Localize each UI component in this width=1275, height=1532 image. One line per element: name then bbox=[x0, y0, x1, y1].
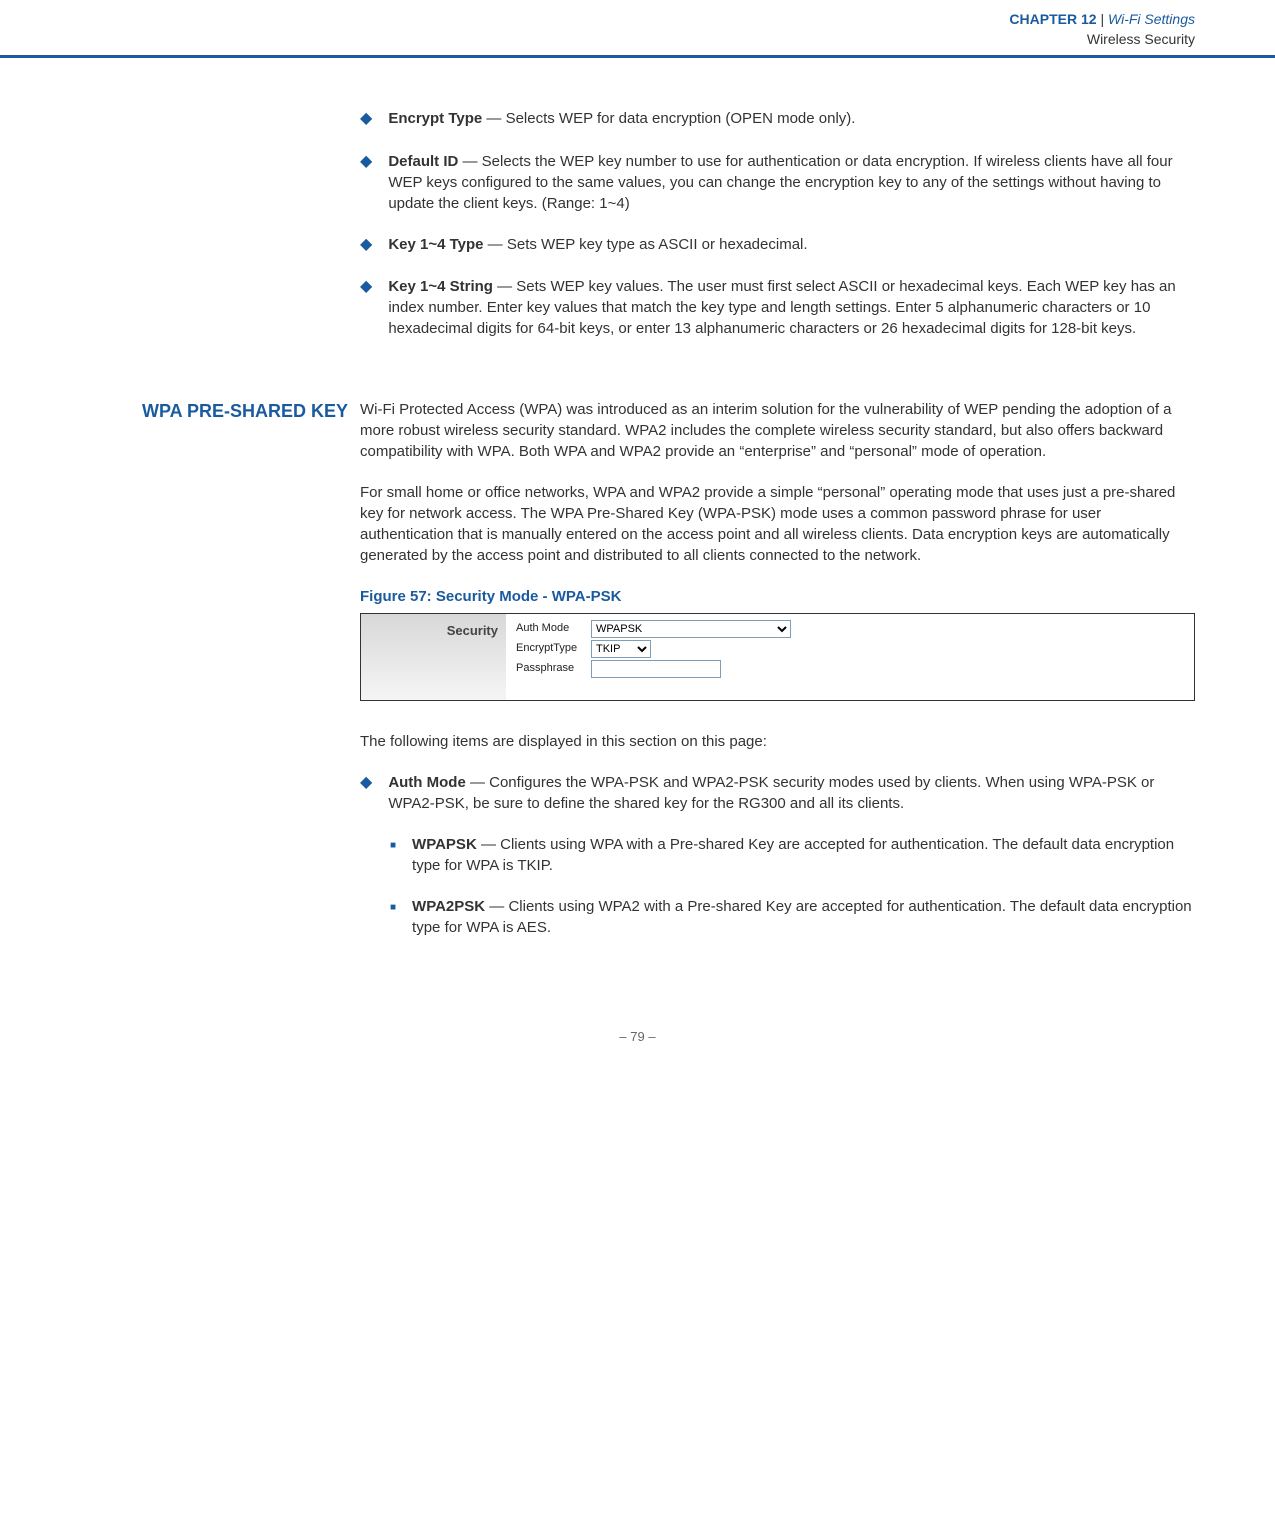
bullet-key-type: ◆ Key 1~4 Type — Sets WEP key type as AS… bbox=[360, 234, 1195, 256]
bullet-label: Key 1~4 String bbox=[388, 278, 493, 295]
chapter-separator: | bbox=[1100, 11, 1108, 27]
sub-bullet-wpa2psk: ■ WPA2PSK — Clients using WPA2 with a Pr… bbox=[390, 896, 1195, 938]
page-number: – 79 – bbox=[619, 1029, 655, 1044]
passphrase-input[interactable] bbox=[591, 660, 721, 678]
bullet-desc: — Sets WEP key values. The user must fir… bbox=[388, 278, 1175, 337]
bullet-label: WPA2PSK bbox=[412, 898, 485, 915]
chapter-number: 12 bbox=[1081, 11, 1097, 27]
square-bullet-icon: ■ bbox=[390, 839, 396, 876]
sub-bullet-wpapsk: ■ WPAPSK — Clients using WPA with a Pre-… bbox=[390, 834, 1195, 876]
encrypt-type-field: EncryptType TKIP bbox=[516, 640, 1184, 658]
diamond-bullet-icon: ◆ bbox=[360, 772, 372, 814]
bullet-desc: — Sets WEP key type as ASCII or hexadeci… bbox=[484, 236, 808, 253]
bullet-text: WPAPSK — Clients using WPA with a Pre-sh… bbox=[412, 834, 1195, 876]
bullet-label: Auth Mode bbox=[388, 774, 465, 791]
auth-mode-label: Auth Mode bbox=[516, 621, 591, 636]
encrypt-type-select[interactable]: TKIP bbox=[591, 640, 651, 658]
after-figure-intro: The following items are displayed in thi… bbox=[360, 731, 1195, 752]
bullet-desc: — Clients using WPA with a Pre-shared Ke… bbox=[412, 836, 1174, 874]
bullet-encrypt-type: ◆ Encrypt Type — Selects WEP for data en… bbox=[360, 108, 1195, 130]
top-bullets: ◆ Encrypt Type — Selects WEP for data en… bbox=[360, 108, 1195, 339]
section-body: Wi-Fi Protected Access (WPA) was introdu… bbox=[360, 399, 1195, 958]
bullet-desc: — Clients using WPA2 with a Pre-shared K… bbox=[412, 898, 1192, 936]
bullet-text: Key 1~4 Type — Sets WEP key type as ASCI… bbox=[388, 234, 1195, 256]
diamond-bullet-icon: ◆ bbox=[360, 108, 372, 130]
passphrase-label: Passphrase bbox=[516, 661, 591, 676]
chapter-title: Wi-Fi Settings bbox=[1108, 11, 1195, 27]
passphrase-field: Passphrase bbox=[516, 660, 1184, 678]
section-para-1: Wi-Fi Protected Access (WPA) was introdu… bbox=[360, 399, 1195, 462]
page-footer: – 79 – bbox=[0, 998, 1275, 1066]
page-header: CHAPTER 12 | Wi-Fi Settings Wireless Sec… bbox=[0, 0, 1275, 58]
diamond-bullet-icon: ◆ bbox=[360, 151, 372, 214]
bullet-auth-mode: ◆ Auth Mode — Configures the WPA-PSK and… bbox=[360, 772, 1195, 814]
bullet-desc: — Selects WEP for data encryption (OPEN … bbox=[482, 110, 855, 127]
figure-panel-label: Security bbox=[361, 614, 506, 700]
chapter-line: CHAPTER 12 | Wi-Fi Settings bbox=[0, 10, 1195, 30]
diamond-bullet-icon: ◆ bbox=[360, 234, 372, 256]
diamond-bullet-icon: ◆ bbox=[360, 276, 372, 339]
figure-security-panel: Security Auth Mode WPAPSK EncryptType TK… bbox=[360, 613, 1195, 701]
bullet-text: Key 1~4 String — Sets WEP key values. Th… bbox=[388, 276, 1195, 339]
bullet-label: Encrypt Type bbox=[388, 110, 482, 127]
wpa-section: WPA PRE-SHARED KEY Wi-Fi Protected Acces… bbox=[80, 399, 1195, 958]
section-para-2: For small home or office networks, WPA a… bbox=[360, 482, 1195, 566]
bullet-text: Auth Mode — Configures the WPA-PSK and W… bbox=[388, 772, 1195, 814]
bullet-label: Key 1~4 Type bbox=[388, 236, 483, 253]
auth-mode-field: Auth Mode WPAPSK bbox=[516, 620, 1184, 638]
bullet-desc: — Configures the WPA-PSK and WPA2-PSK se… bbox=[388, 774, 1154, 812]
chapter-label: CHAPTER bbox=[1009, 11, 1077, 27]
section-heading: WPA PRE-SHARED KEY bbox=[80, 399, 360, 958]
bullet-label: WPAPSK bbox=[412, 836, 477, 853]
chapter-subtitle: Wireless Security bbox=[0, 30, 1195, 50]
bullet-text: WPA2PSK — Clients using WPA2 with a Pre-… bbox=[412, 896, 1195, 938]
square-bullet-icon: ■ bbox=[390, 901, 396, 938]
figure-inner: Security Auth Mode WPAPSK EncryptType TK… bbox=[361, 614, 1194, 700]
bullet-default-id: ◆ Default ID — Selects the WEP key numbe… bbox=[360, 151, 1195, 214]
encrypt-type-label: EncryptType bbox=[516, 641, 591, 656]
auth-mode-select[interactable]: WPAPSK bbox=[591, 620, 791, 638]
bullet-desc: — Selects the WEP key number to use for … bbox=[388, 153, 1172, 212]
bullet-key-string: ◆ Key 1~4 String — Sets WEP key values. … bbox=[360, 276, 1195, 339]
bullet-text: Default ID — Selects the WEP key number … bbox=[388, 151, 1195, 214]
figure-caption: Figure 57: Security Mode - WPA-PSK bbox=[360, 586, 1195, 607]
figure-form: Auth Mode WPAPSK EncryptType TKIP bbox=[506, 614, 1194, 700]
bullet-text: Encrypt Type — Selects WEP for data encr… bbox=[388, 108, 1195, 130]
bullet-label: Default ID bbox=[388, 153, 458, 170]
page-content: ◆ Encrypt Type — Selects WEP for data en… bbox=[0, 108, 1275, 998]
